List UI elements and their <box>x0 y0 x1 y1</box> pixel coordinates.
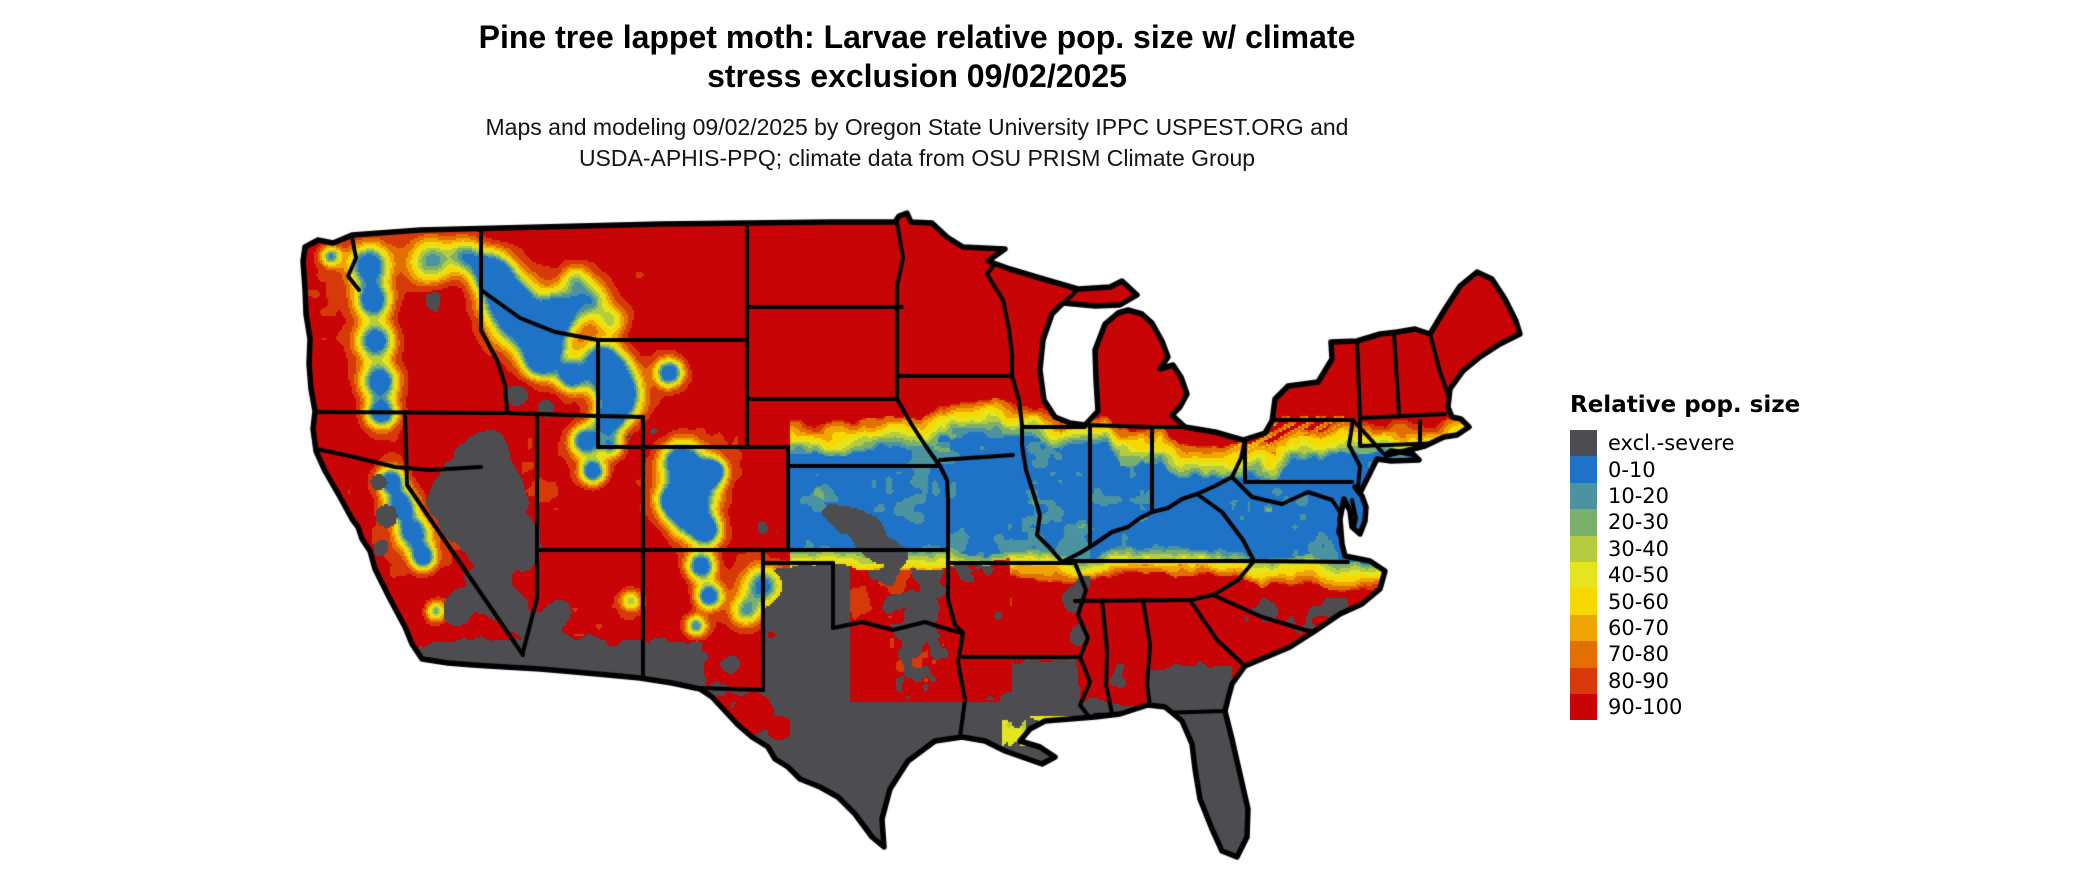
legend-item: 30-40 <box>1570 535 1870 562</box>
legend-swatch <box>1570 456 1597 483</box>
legend-swatch <box>1570 641 1597 668</box>
legend: Relative pop. size excl.-severe 0-10 10-… <box>1570 392 1870 721</box>
legend-swatch <box>1570 588 1597 615</box>
legend-item-label: 60-70 <box>1608 615 1670 640</box>
legend-item-label: 90-100 <box>1608 695 1683 720</box>
legend-item-label: 0-10 <box>1608 457 1656 482</box>
legend-item: 20-30 <box>1570 509 1870 536</box>
legend-item-label: excl.-severe <box>1608 431 1735 456</box>
legend-item: 60-70 <box>1570 614 1870 642</box>
legend-item-label: 10-20 <box>1608 483 1670 508</box>
legend-item-label: 30-40 <box>1608 536 1670 561</box>
legend-item: 80-90 <box>1570 667 1870 694</box>
legend-swatch <box>1570 561 1597 589</box>
legend-item-label: 50-60 <box>1608 589 1670 614</box>
legend-title: Relative pop. size <box>1570 392 1801 418</box>
legend-rows: excl.-severe 0-10 10-20 20-30 30-40 40-5… <box>1570 430 1870 721</box>
legend-item: 50-60 <box>1570 588 1870 615</box>
legend-swatch <box>1570 430 1597 457</box>
legend-item-label: 80-90 <box>1608 668 1670 693</box>
legend-item: 90-100 <box>1570 693 1870 721</box>
legend-item: 10-20 <box>1570 482 1870 510</box>
legend-item: 0-10 <box>1570 456 1870 483</box>
legend-item-label: 20-30 <box>1608 510 1670 535</box>
legend-swatch <box>1570 509 1597 536</box>
legend-item: 70-80 <box>1570 641 1870 668</box>
legend-swatch <box>1570 667 1597 694</box>
legend-item-label: 70-80 <box>1608 642 1670 667</box>
legend-swatch <box>1570 482 1597 510</box>
legend-swatch <box>1570 693 1597 721</box>
legend-swatch <box>1570 614 1597 642</box>
legend-item: 40-50 <box>1570 561 1870 589</box>
legend-item-label: 40-50 <box>1608 563 1670 588</box>
legend-item: excl.-severe <box>1570 430 1870 457</box>
legend-swatch <box>1570 535 1597 562</box>
